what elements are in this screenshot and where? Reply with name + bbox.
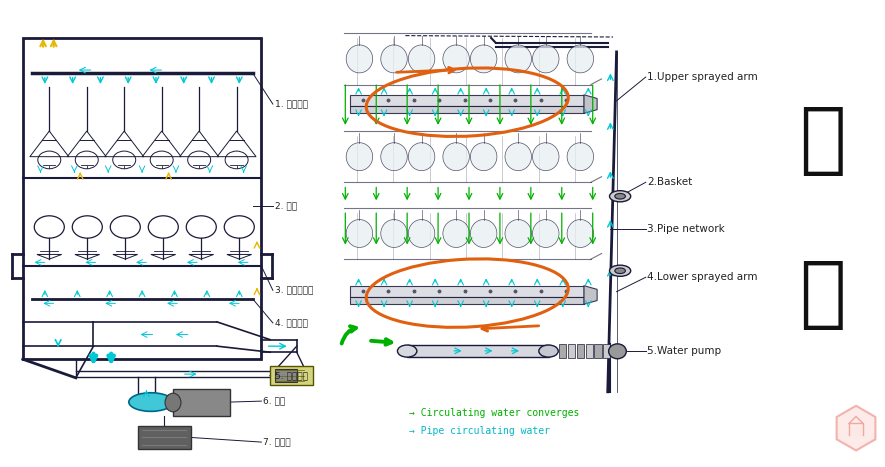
Text: 4.Lower sprayed arm: 4.Lower sprayed arm (648, 272, 758, 282)
Ellipse shape (346, 45, 373, 73)
Ellipse shape (165, 393, 181, 412)
Bar (568, 344, 575, 358)
Bar (23, 38, 261, 359)
Ellipse shape (408, 219, 435, 248)
Text: 5.Water pump: 5.Water pump (648, 346, 721, 356)
Bar (586, 344, 593, 358)
Bar (274, 368, 296, 382)
Ellipse shape (408, 143, 435, 170)
Ellipse shape (397, 345, 417, 357)
Text: 1.Upper sprayed arm: 1.Upper sprayed arm (648, 72, 758, 82)
Polygon shape (350, 286, 584, 297)
Text: 3. 支架和冲瓶: 3. 支架和冲瓶 (274, 286, 313, 295)
Bar (173, 389, 230, 416)
Polygon shape (407, 345, 549, 357)
Ellipse shape (505, 219, 532, 248)
Ellipse shape (442, 45, 469, 73)
Ellipse shape (442, 143, 469, 170)
Ellipse shape (129, 393, 173, 411)
Ellipse shape (346, 143, 373, 170)
Ellipse shape (346, 219, 373, 248)
Text: 2. 喀杆: 2. 喀杆 (274, 201, 296, 210)
Polygon shape (350, 95, 584, 106)
Bar (559, 344, 566, 358)
Ellipse shape (381, 143, 407, 170)
Text: 5. 干燥风机: 5. 干燥风机 (274, 371, 308, 380)
Bar (577, 344, 584, 358)
Text: → Circulating water converges: → Circulating water converges (409, 408, 580, 418)
Ellipse shape (533, 45, 559, 73)
Polygon shape (852, 427, 859, 435)
Ellipse shape (381, 45, 407, 73)
Ellipse shape (533, 219, 559, 248)
Polygon shape (584, 95, 597, 113)
Polygon shape (584, 286, 597, 304)
Text: → Pipe circulating water: → Pipe circulating water (409, 426, 550, 436)
Ellipse shape (567, 219, 594, 248)
Ellipse shape (567, 45, 594, 73)
Ellipse shape (471, 219, 496, 248)
Bar (270, 366, 312, 385)
Polygon shape (350, 106, 584, 113)
Text: 7. 变频器: 7. 变频器 (263, 438, 291, 446)
Ellipse shape (408, 45, 435, 73)
Ellipse shape (381, 219, 407, 248)
Polygon shape (836, 406, 875, 451)
Bar (595, 344, 602, 358)
Ellipse shape (505, 45, 532, 73)
Ellipse shape (505, 143, 532, 170)
Circle shape (610, 265, 631, 276)
Ellipse shape (533, 143, 559, 170)
Text: 原: 原 (799, 102, 846, 178)
Ellipse shape (442, 219, 469, 248)
Bar (138, 426, 190, 449)
Ellipse shape (471, 45, 496, 73)
Ellipse shape (567, 143, 594, 170)
Text: 3.Pipe network: 3.Pipe network (648, 224, 725, 234)
Circle shape (610, 191, 631, 202)
Ellipse shape (471, 143, 496, 170)
Text: 2.Basket: 2.Basket (648, 177, 693, 187)
Polygon shape (350, 297, 584, 304)
Text: 1. 上喀淋管: 1. 上喀淋管 (274, 99, 308, 108)
Circle shape (615, 268, 626, 274)
Text: 6. 水泵: 6. 水泵 (263, 396, 285, 406)
Text: 4. 下喀淋管: 4. 下喀淋管 (274, 318, 307, 327)
Circle shape (615, 193, 626, 199)
Ellipse shape (539, 345, 558, 357)
Ellipse shape (609, 344, 627, 359)
Bar (604, 344, 611, 358)
Text: 理: 理 (799, 256, 846, 332)
